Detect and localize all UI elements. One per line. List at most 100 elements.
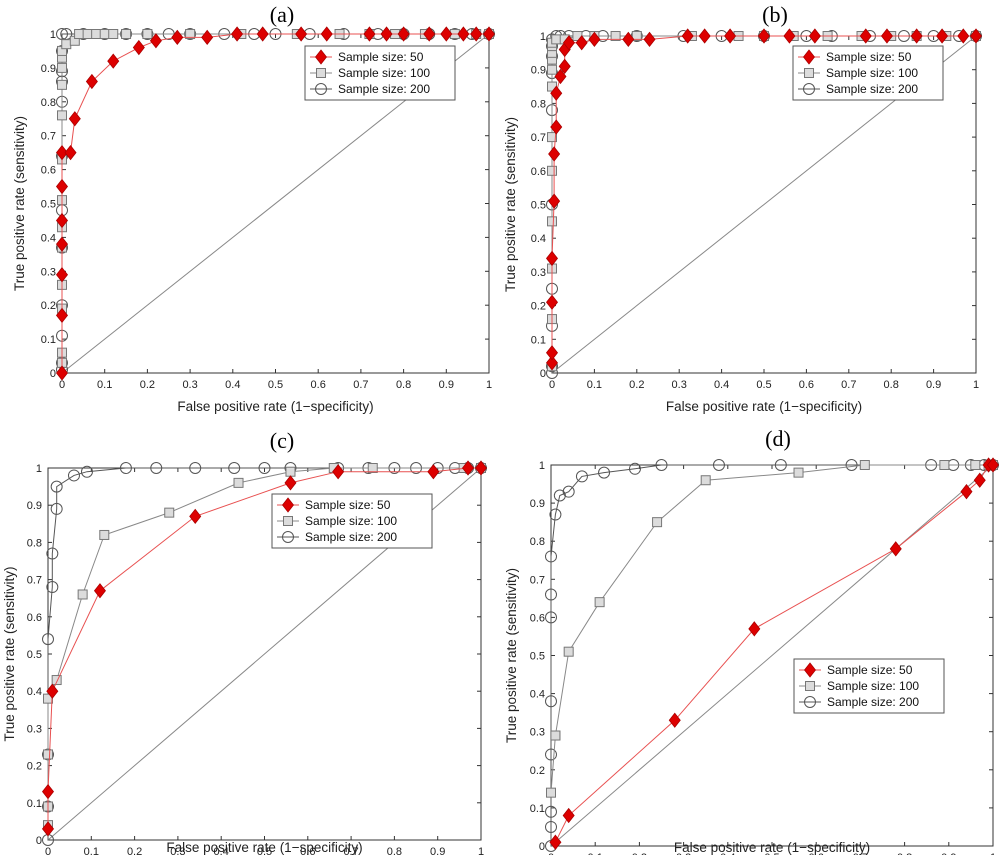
data-point-s100 <box>793 467 804 478</box>
data-point-s50 <box>575 35 588 51</box>
data-point-s50 <box>545 355 559 371</box>
legend-marker-s200 <box>803 83 815 95</box>
x-tick-label: 0.4 <box>214 846 229 855</box>
data-point-s200 <box>712 459 725 471</box>
panel-label: (c) <box>270 428 294 453</box>
legend: Sample size: 50 Sample size: 100 Sample si… <box>793 658 945 714</box>
y-tick-label: 0 <box>50 368 56 380</box>
x-tick-label: 0.6 <box>311 379 326 391</box>
data-point-s100 <box>547 165 557 176</box>
data-point-s100 <box>142 29 153 39</box>
y-tick-label: 0.4 <box>530 689 545 701</box>
data-point-s200 <box>50 502 63 515</box>
data-point-s200 <box>67 469 80 482</box>
y-tick-label: 0.9 <box>27 500 42 512</box>
legend-label-s200: Sample size: 200 <box>826 82 918 96</box>
data-point-s100 <box>547 216 557 227</box>
data-point-s50 <box>808 28 821 44</box>
data-point-s200 <box>545 611 557 624</box>
data-point-s50 <box>397 26 410 42</box>
series-s50 <box>549 457 1000 850</box>
x-tick-label: 0 <box>45 846 51 855</box>
x-tick-label: 0.9 <box>430 846 445 855</box>
x-tick-label: 1 <box>973 379 979 391</box>
x-tick-label: 0.6 <box>300 846 315 855</box>
panel-label: (a) <box>270 2 294 27</box>
x-tick-label: 0.5 <box>764 852 779 855</box>
data-point-s50 <box>482 26 496 42</box>
data-point-s50 <box>440 26 453 42</box>
data-point-s100 <box>121 29 132 39</box>
data-point-s50 <box>149 33 162 49</box>
data-point-s200 <box>655 459 668 471</box>
x-tick-label: 0.2 <box>127 846 142 855</box>
x-axis-title: False positive rate (1−specificity) <box>177 399 373 414</box>
data-point-s50 <box>681 28 694 44</box>
x-tick-label: 0.7 <box>353 379 368 391</box>
legend: Sample size: 50 Sample size: 100 Sample si… <box>792 45 944 101</box>
y-tick-label: 0.5 <box>530 651 545 663</box>
y-tick-label: 0.6 <box>531 166 546 178</box>
legend-marker-s100 <box>283 516 293 526</box>
data-point-s200 <box>562 485 575 498</box>
x-tick-label: 0.5 <box>756 379 771 391</box>
y-tick-label: 0.3 <box>27 723 42 735</box>
y-tick-label: 0.4 <box>27 686 42 698</box>
data-point-s200 <box>50 480 63 493</box>
y-tick-label: 0.4 <box>531 233 546 245</box>
data-point-s200 <box>774 459 787 471</box>
data-point-s50 <box>41 783 55 800</box>
data-point-s100 <box>43 693 53 704</box>
x-tick-label: 0.3 <box>672 379 687 391</box>
data-point-s50 <box>957 28 970 44</box>
data-point-s200 <box>545 748 557 761</box>
data-point-s100 <box>61 39 72 50</box>
y-tick-label: 0.9 <box>530 498 545 510</box>
roc-panel-a: (a) 0 0.1 0.2 0.3 0.4 0.5 0.6 0.7 0.8 0.9 1 0 0.1 0.2 0… <box>12 2 496 414</box>
data-point-s50 <box>936 28 949 44</box>
data-point-s50 <box>474 460 488 476</box>
data-point-s200 <box>545 550 557 563</box>
legend-label-s100: Sample size: 100 <box>338 66 430 80</box>
y-tick-label: 0.3 <box>530 727 545 739</box>
legend-label-s100: Sample size: 100 <box>305 514 397 528</box>
x-tick-label: 0.9 <box>439 379 454 391</box>
legend-marker-s200 <box>282 531 294 543</box>
x-tick-label: 0.9 <box>941 852 956 855</box>
x-tick-label: 1 <box>478 846 484 855</box>
y-tick-label: 1 <box>36 463 42 475</box>
data-point-s50 <box>320 26 333 42</box>
data-point-s50 <box>545 345 559 361</box>
data-point-s200 <box>545 695 557 708</box>
data-point-s50 <box>549 834 562 850</box>
data-point-s50 <box>889 541 902 557</box>
series-s50 <box>545 28 983 371</box>
data-point-s50 <box>558 58 571 74</box>
legend-marker-s100 <box>805 681 815 691</box>
data-point-s50 <box>859 28 872 44</box>
legend-label-s100: Sample size: 100 <box>827 679 919 693</box>
data-point-s50 <box>969 28 983 44</box>
data-point-s50 <box>189 508 202 525</box>
legend-label-s50: Sample size: 50 <box>826 50 912 64</box>
legend-label-s50: Sample size: 50 <box>827 663 913 677</box>
data-point-s200 <box>189 462 202 474</box>
data-point-s50 <box>960 484 973 500</box>
data-point-s100 <box>631 31 642 41</box>
data-point-s50 <box>55 236 69 252</box>
legend-marker-s200 <box>315 83 327 95</box>
data-point-s50 <box>332 464 345 480</box>
data-point-s50 <box>85 73 98 90</box>
data-point-s50 <box>550 119 563 135</box>
y-axis-title: True positive rate (sensitivity) <box>2 566 17 741</box>
y-tick-label: 0.6 <box>41 165 56 177</box>
y-tick-label: 0.5 <box>531 200 546 212</box>
data-point-s200 <box>545 820 557 833</box>
data-point-s100 <box>563 646 574 657</box>
y-tick-label: 0.8 <box>41 97 56 109</box>
data-point-s50 <box>548 146 561 162</box>
data-point-s100 <box>546 787 556 798</box>
data-point-s50 <box>55 145 69 161</box>
data-point-s100 <box>547 132 557 143</box>
